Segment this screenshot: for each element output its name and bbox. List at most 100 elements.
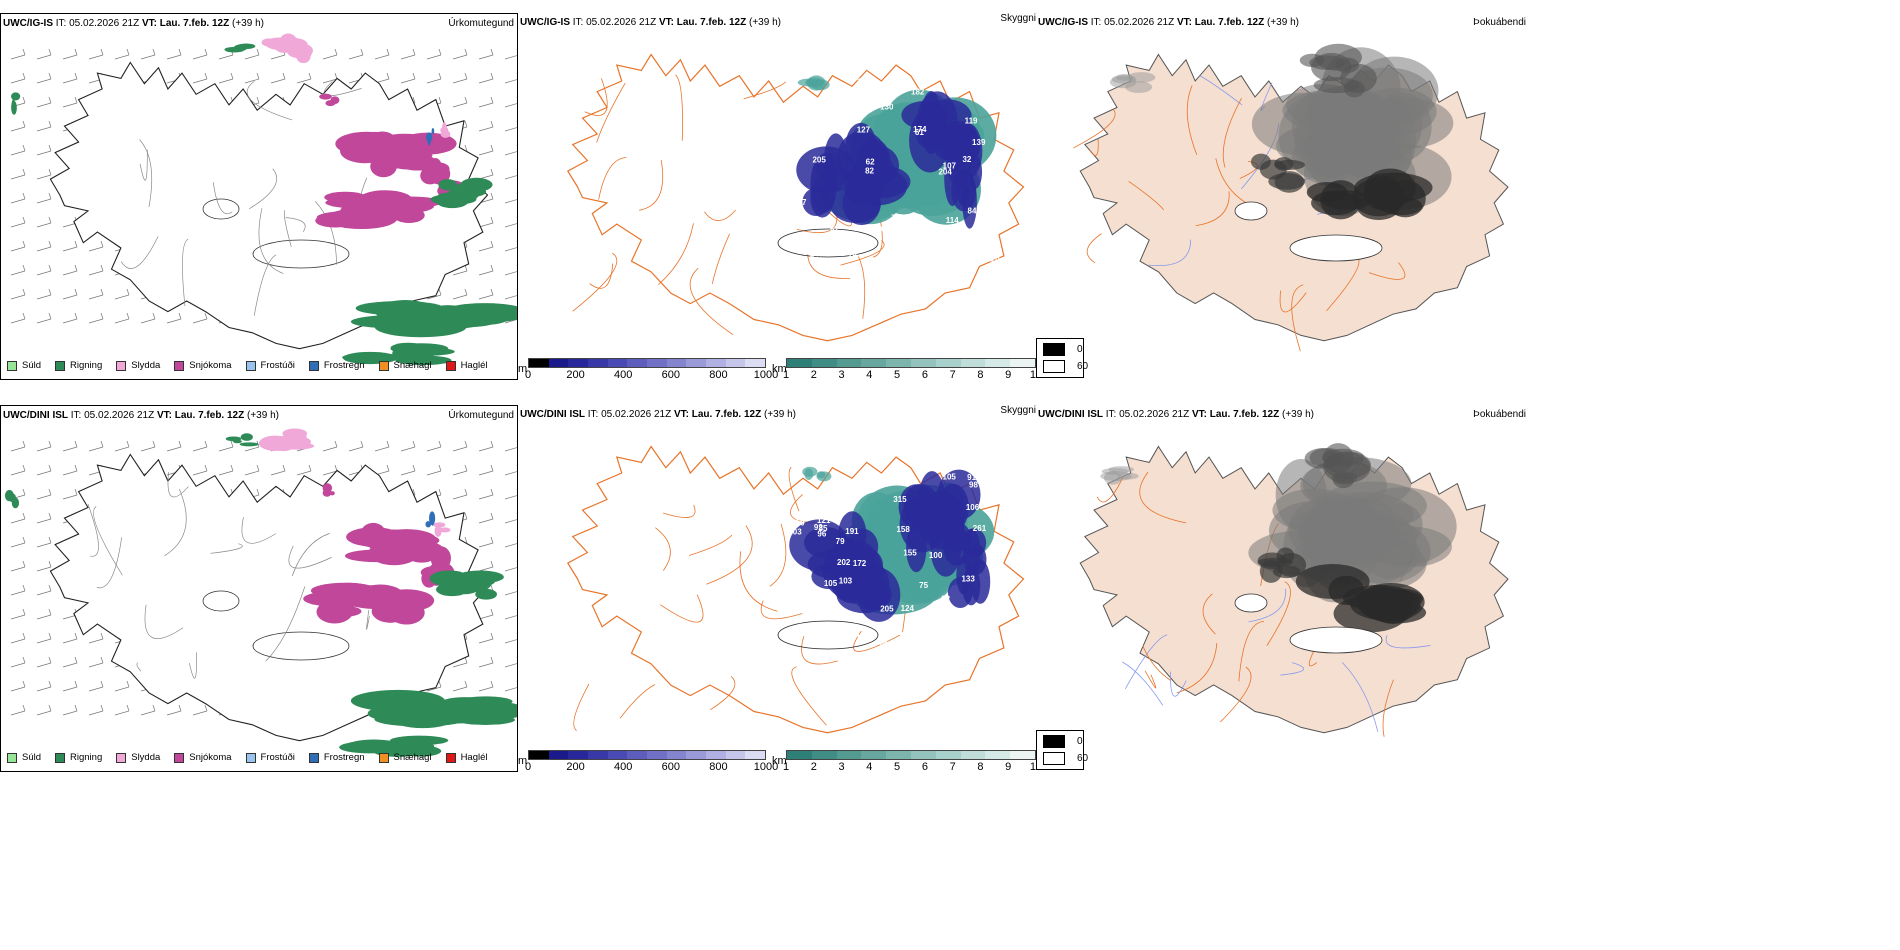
- legend-label: Rigning: [70, 360, 103, 371]
- panel-header: UWC/IG-IS IT: 05.02.2026 21Z VT: Lau. 7.…: [1038, 17, 1299, 28]
- panel-header: UWC/IG-IS IT: 05.02.2026 21Z VT: Lau. 7.…: [3, 18, 264, 29]
- spot-value-label: 136: [980, 206, 994, 215]
- colorbar-tick: 600: [661, 369, 680, 381]
- legend-item: Slydda: [116, 360, 160, 371]
- colorbar-tick: 400: [614, 369, 633, 381]
- legend-item: Súld: [7, 752, 41, 763]
- spot-value-label: 194: [938, 235, 952, 244]
- legend-item: Frostregn: [308, 360, 365, 371]
- spot-value-label: 121: [817, 516, 831, 525]
- spot-value-label: 62: [866, 158, 875, 167]
- spot-value-label: 79: [848, 251, 857, 260]
- spot-value-label: 139: [972, 138, 986, 147]
- spot-value-label: 91: [967, 473, 976, 482]
- spot-value-label: 172: [853, 559, 867, 568]
- legend-swatch: [116, 360, 127, 371]
- spot-value-label: 56: [881, 90, 890, 99]
- colorbar-tick: 400: [614, 761, 633, 773]
- precip-legend: Súld Rigning Slydda Snjókoma Frostúði Frostre…: [7, 752, 488, 763]
- legend-item: Rigning: [55, 752, 102, 763]
- panel-title: Úrkomutegund: [448, 18, 514, 29]
- legend-item: Frostúði: [245, 360, 295, 371]
- colorbar-tick: 1: [782, 761, 790, 773]
- fog-legend: 0 60: [1036, 338, 1088, 378]
- legend-item: Haglél: [445, 752, 488, 763]
- legend-item: Snæhagl: [378, 752, 432, 763]
- legend-swatch: [55, 752, 66, 763]
- legend-item: Rigning: [55, 360, 102, 371]
- spot-value-label: 103: [960, 245, 974, 254]
- fog-white-label: 60: [1077, 753, 1089, 764]
- panel-title: Þokuábendi: [1473, 409, 1526, 420]
- spot-value-label: 104: [971, 255, 985, 264]
- legend-swatch: [308, 360, 319, 371]
- fog-panel-2: UWC/DINI ISL IT: 05.02.2026 21Z VT: Lau.…: [1036, 405, 1526, 772]
- spot-value-label: 75: [919, 581, 928, 590]
- ceiling-unit: m: [518, 755, 528, 767]
- spot-value-label: 114: [946, 216, 959, 225]
- spot-value-label: 61: [915, 128, 924, 137]
- colorbar-tick: 1000: [753, 761, 779, 773]
- colorbar-tick: 6: [921, 761, 928, 773]
- colorbar-tick: 8: [977, 369, 984, 381]
- spot-value-label: 135: [988, 82, 1002, 91]
- colorbar-tick: 4: [866, 761, 873, 773]
- visibility-panel-1: 174 79 29 127 84 87 82 47 61 58 79 139 118 96 204 114 10…: [518, 13, 1042, 381]
- spot-value-label: 107: [943, 161, 957, 170]
- spot-value-label: 79: [891, 214, 900, 223]
- colorbar-tick: 0: [524, 369, 532, 381]
- spot-value-label: 191: [845, 527, 859, 536]
- spot-value-label: 161: [984, 230, 998, 239]
- colorbar-tick: 9: [1005, 369, 1012, 381]
- colorbar-tick: 7: [949, 369, 956, 381]
- fog-map-1: [1073, 43, 1509, 352]
- fog-white-swatch: [1043, 752, 1065, 765]
- legend-swatch: [174, 360, 185, 371]
- colorbar-tick: 1000: [753, 369, 779, 381]
- spot-value-label: 70: [937, 463, 946, 472]
- fog-white-label: 60: [1077, 361, 1089, 372]
- colorbar-tick: 8: [977, 761, 984, 773]
- spot-value-label: 124: [901, 604, 915, 613]
- spot-value-label: 100: [929, 551, 943, 560]
- legend-label: Snæhagl: [393, 752, 432, 763]
- spot-value-label: 89: [865, 242, 874, 251]
- legend-item: Snjókoma: [174, 360, 232, 371]
- spot-value-label: 105: [824, 579, 838, 588]
- spot-value-label: 202: [837, 558, 851, 567]
- spot-value-label: 114: [847, 630, 860, 639]
- ceiling-unit: m: [518, 363, 528, 375]
- legend-swatch: [55, 360, 66, 371]
- colorbar-tick: 1: [782, 369, 790, 381]
- colorbar-tick: 200: [566, 369, 585, 381]
- spot-value-label: 29: [862, 103, 871, 112]
- spot-value-label: 103: [788, 527, 802, 536]
- spot-value-label: 204: [938, 168, 952, 177]
- legend-item: Snæhagl: [378, 360, 432, 371]
- legend-item: Slydda: [116, 752, 160, 763]
- spot-value-label: 82: [865, 167, 874, 176]
- fog-black-label: 0: [1077, 736, 1083, 747]
- spot-value-label: 96: [985, 239, 994, 248]
- spot-value-label: 87: [900, 74, 909, 83]
- colorbar-tick: 200: [566, 761, 585, 773]
- panel-title: Þokuábendi: [1473, 17, 1526, 28]
- spot-value-label: 84: [968, 207, 977, 216]
- spot-value-label: 75: [831, 488, 840, 497]
- panel-header: UWC/DINI ISL IT: 05.02.2026 21Z VT: Lau.…: [520, 409, 796, 420]
- legend-label: Frostúði: [260, 360, 295, 371]
- spot-value-label: 220: [986, 254, 1000, 263]
- visibility-map-1: 174 79 29 127 84 87 82 47 61 58 79 139 118 96 204 114 10…: [566, 53, 1025, 342]
- colorbar-tick: 6: [921, 369, 928, 381]
- legend-swatch: [445, 360, 456, 371]
- legend-label: Súld: [22, 752, 42, 763]
- legend-item: Frostúði: [245, 752, 295, 763]
- legend-item: Frostregn: [308, 752, 365, 763]
- spot-value-label: 175: [857, 77, 871, 86]
- legend-label: Snjókoma: [189, 752, 232, 763]
- spot-value-label: 127: [857, 126, 871, 135]
- legend-label: Haglél: [460, 360, 488, 371]
- spot-value-label: 204: [938, 67, 952, 76]
- legend-label: Snjókoma: [189, 360, 232, 371]
- spot-value-label: 96: [817, 529, 826, 538]
